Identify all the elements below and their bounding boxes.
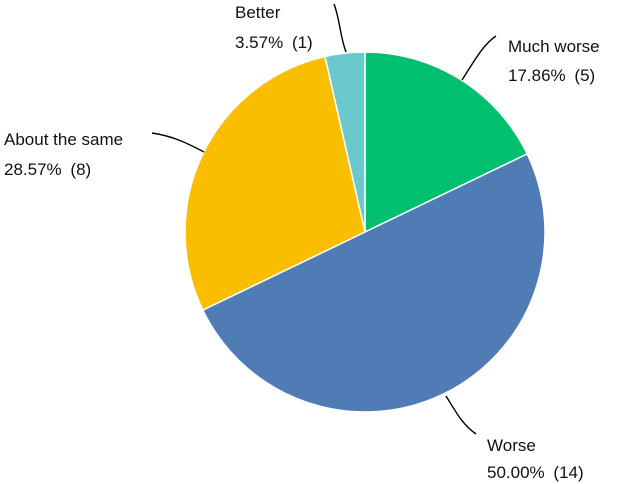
slice-value-better: 3.57% (1) [235,33,313,52]
slice-label-worse: Worse [487,436,536,455]
slice-value-worse: 50.00% (14) [487,463,584,482]
slice-label-much-worse: Much worse [508,37,600,56]
data-label-worse: Worse 50.00% (14) [487,436,584,482]
leader-lines [151,3,497,435]
leader-line-better [333,3,347,53]
slice-label-about-the-same: About the same [4,130,123,149]
slice-value-much-worse: 17.86% (5) [508,66,595,85]
pie-slice-better [324,51,366,233]
pie-slices [184,51,546,413]
slice-label-better: Better [235,3,281,22]
data-label-much-worse: Much worse 17.86% (5) [508,37,600,85]
leader-line-worse [445,395,477,435]
pie-slice-worse [201,152,546,413]
pie-slice-about-the-same [184,55,366,312]
pie-slice-much-worse [364,51,529,234]
data-label-about-the-same: About the same 28.57% (8) [4,130,123,179]
leader-line-about-the-same [151,132,205,153]
leader-line-much-worse [461,35,497,81]
data-label-better: Better 3.57% (1) [235,3,313,52]
slice-value-about-the-same: 28.57% (8) [4,160,91,179]
